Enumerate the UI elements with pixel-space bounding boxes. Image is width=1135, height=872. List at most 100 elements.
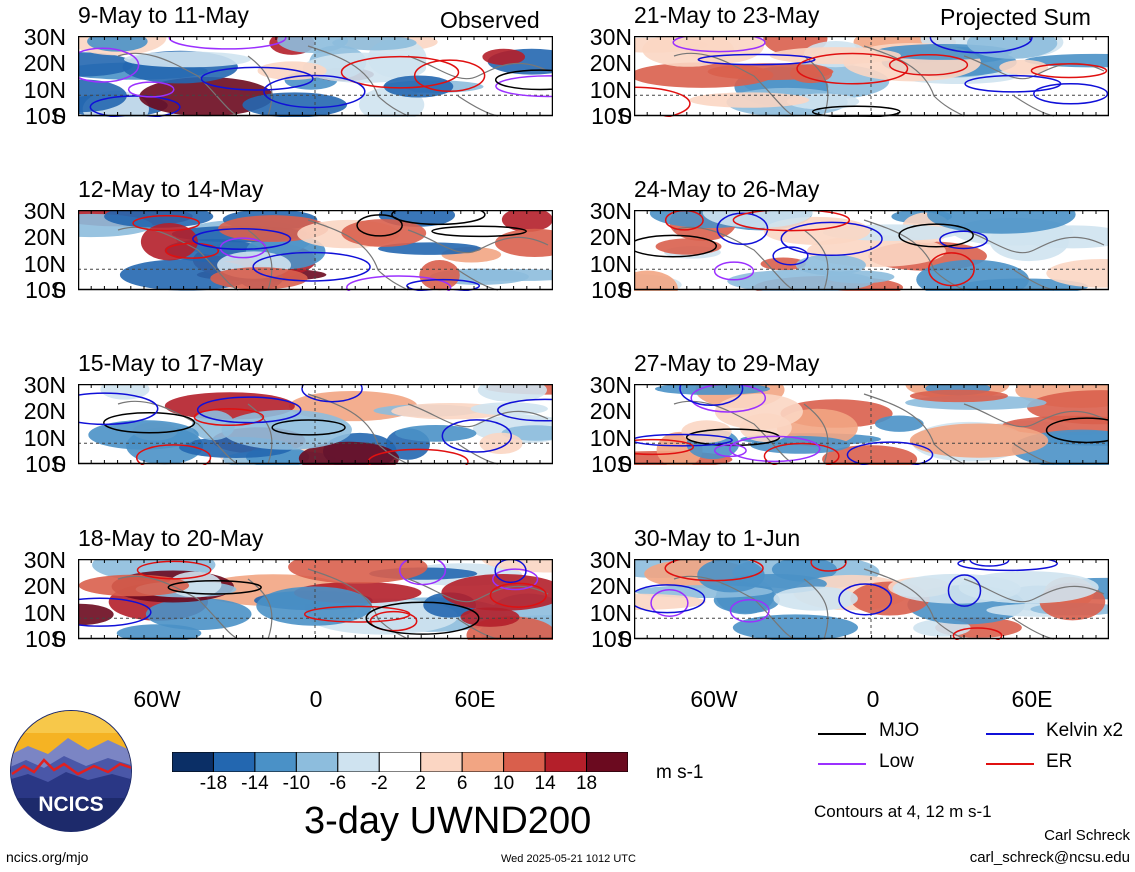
- anomaly-shade: [642, 36, 734, 67]
- mjo-contour: [811, 105, 901, 117]
- legend-low-line: [818, 763, 866, 765]
- anomaly-shade: [655, 238, 722, 255]
- kelvin-contour: [679, 384, 744, 407]
- panel-title-p7: 27-May to 29-May: [634, 350, 820, 376]
- kelvin-contour: [78, 597, 152, 627]
- colorbar-tick-label: -2: [370, 773, 388, 794]
- map-p6: [634, 210, 1109, 291]
- y-tick-p3-0: 30N: [23, 372, 66, 398]
- coastline: [673, 393, 1105, 465]
- coastline: [117, 568, 549, 640]
- kelvin-contour: [634, 584, 706, 614]
- map-p8: [634, 559, 1109, 640]
- map-p1: [78, 36, 553, 117]
- anomaly-shade: [732, 614, 858, 640]
- anomaly-shade: [104, 210, 214, 228]
- anomaly-shade: [288, 559, 428, 584]
- low-contour: [398, 559, 447, 586]
- y-tick-p4-1: 20N: [23, 573, 66, 600]
- kelvin-contour: [200, 66, 314, 91]
- low-contour: [729, 435, 821, 463]
- kelvin-contour: [441, 419, 512, 453]
- kelvin-contour: [89, 95, 181, 117]
- kelvin-contour: [716, 212, 769, 246]
- kelvin-contour: [406, 278, 481, 291]
- low-contour: [729, 598, 770, 623]
- y-tick-p1-4: 10S: [25, 103, 66, 129]
- mjo-contour: [271, 419, 346, 436]
- mjo-contour: [356, 214, 403, 237]
- mjo-contour: [898, 223, 974, 248]
- panel-title-p4: 18-May to 20-May: [78, 525, 264, 551]
- mjo-contour: [494, 69, 553, 91]
- anomaly-shade: [958, 571, 1099, 604]
- colorbar-swatch: [420, 752, 463, 772]
- x-tick-60w-left: 60W: [133, 686, 181, 712]
- y-tick-p1-0: 30N: [23, 24, 66, 50]
- y-tick-p5-3: 0: [619, 103, 632, 129]
- er-contour: [340, 55, 460, 89]
- anomaly-shade: [1024, 53, 1109, 68]
- kelvin-contour: [263, 74, 366, 109]
- colorbar-tick-label: -6: [329, 773, 347, 794]
- mjo-contour: [365, 601, 480, 635]
- coastline: [117, 45, 549, 117]
- legend-low-label: Low: [879, 751, 914, 772]
- er-contour: [1030, 63, 1108, 79]
- panel-title-p8: 30-May to 1-Jun: [634, 525, 801, 551]
- kelvin-contour: [78, 392, 159, 426]
- map-p2: [78, 210, 553, 291]
- legend-kelvin-label: Kelvin x2: [1046, 720, 1124, 741]
- mjo-contour: [1045, 417, 1109, 444]
- colorbar-swatch: [295, 752, 339, 772]
- y-tick-p4-4: 10S: [25, 626, 66, 652]
- anomaly-shade: [822, 445, 918, 465]
- anomaly-shade: [78, 574, 190, 597]
- chart-title: 3-day UWND200: [304, 800, 592, 842]
- y-tick-p3-3: 0: [53, 451, 66, 477]
- colorbar-tick-label: 2: [415, 773, 426, 794]
- site-link[interactable]: ncics.org/mjo: [6, 849, 89, 865]
- kelvin-contour: [192, 228, 292, 251]
- anomaly-shade: [277, 36, 349, 53]
- er-contour: [136, 560, 212, 580]
- colorbar-tick-label: 6: [456, 773, 468, 794]
- y-tick-p7-0: 30N: [589, 372, 632, 398]
- y-tick-p7-3: 0: [619, 451, 632, 477]
- map-p3: [78, 384, 553, 465]
- colorbar-swatch: [337, 752, 380, 772]
- er-contour: [664, 559, 764, 582]
- mjo-contour: [431, 225, 527, 238]
- y-tick-p3-4: 10S: [25, 451, 66, 477]
- y-tick-p7-2: 10N: [589, 424, 632, 451]
- y-tick-p2-1: 20N: [23, 224, 66, 251]
- er-contour: [763, 442, 840, 465]
- y-tick-p6-1: 20N: [589, 224, 632, 251]
- author: Carl Schreck: [1044, 827, 1130, 844]
- kelvin-contour: [780, 221, 883, 257]
- y-tick-p4-0: 30N: [23, 547, 66, 573]
- low-contour: [495, 75, 553, 98]
- anomaly-shade: [479, 432, 523, 455]
- anomaly-shade: [501, 210, 553, 232]
- panel-title-p6: 24-May to 26-May: [634, 176, 820, 202]
- y-tick-p3-1: 20N: [23, 398, 66, 425]
- mjo-contour: [167, 579, 262, 595]
- legend-er-line: [986, 763, 1034, 765]
- y-tick-p2-2: 10N: [23, 250, 66, 277]
- kelvin-contour: [947, 574, 982, 607]
- anomaly-shade: [689, 92, 810, 108]
- anomaly-shade: [298, 441, 400, 465]
- author-email[interactable]: carl_schreck@ncsu.edu: [969, 849, 1130, 866]
- low-contour: [650, 589, 689, 617]
- y-tick-p8-4: 10S: [591, 626, 632, 652]
- er-contour: [303, 605, 411, 623]
- colorbar-swatch: [586, 752, 628, 772]
- er-contour: [928, 252, 975, 287]
- anomaly-shade: [874, 415, 924, 432]
- anomaly-shade: [145, 598, 252, 631]
- kelvin-contour: [301, 384, 363, 403]
- er-contour: [796, 52, 909, 85]
- anomaly-shade: [140, 223, 198, 261]
- mjo-contour: [103, 411, 196, 434]
